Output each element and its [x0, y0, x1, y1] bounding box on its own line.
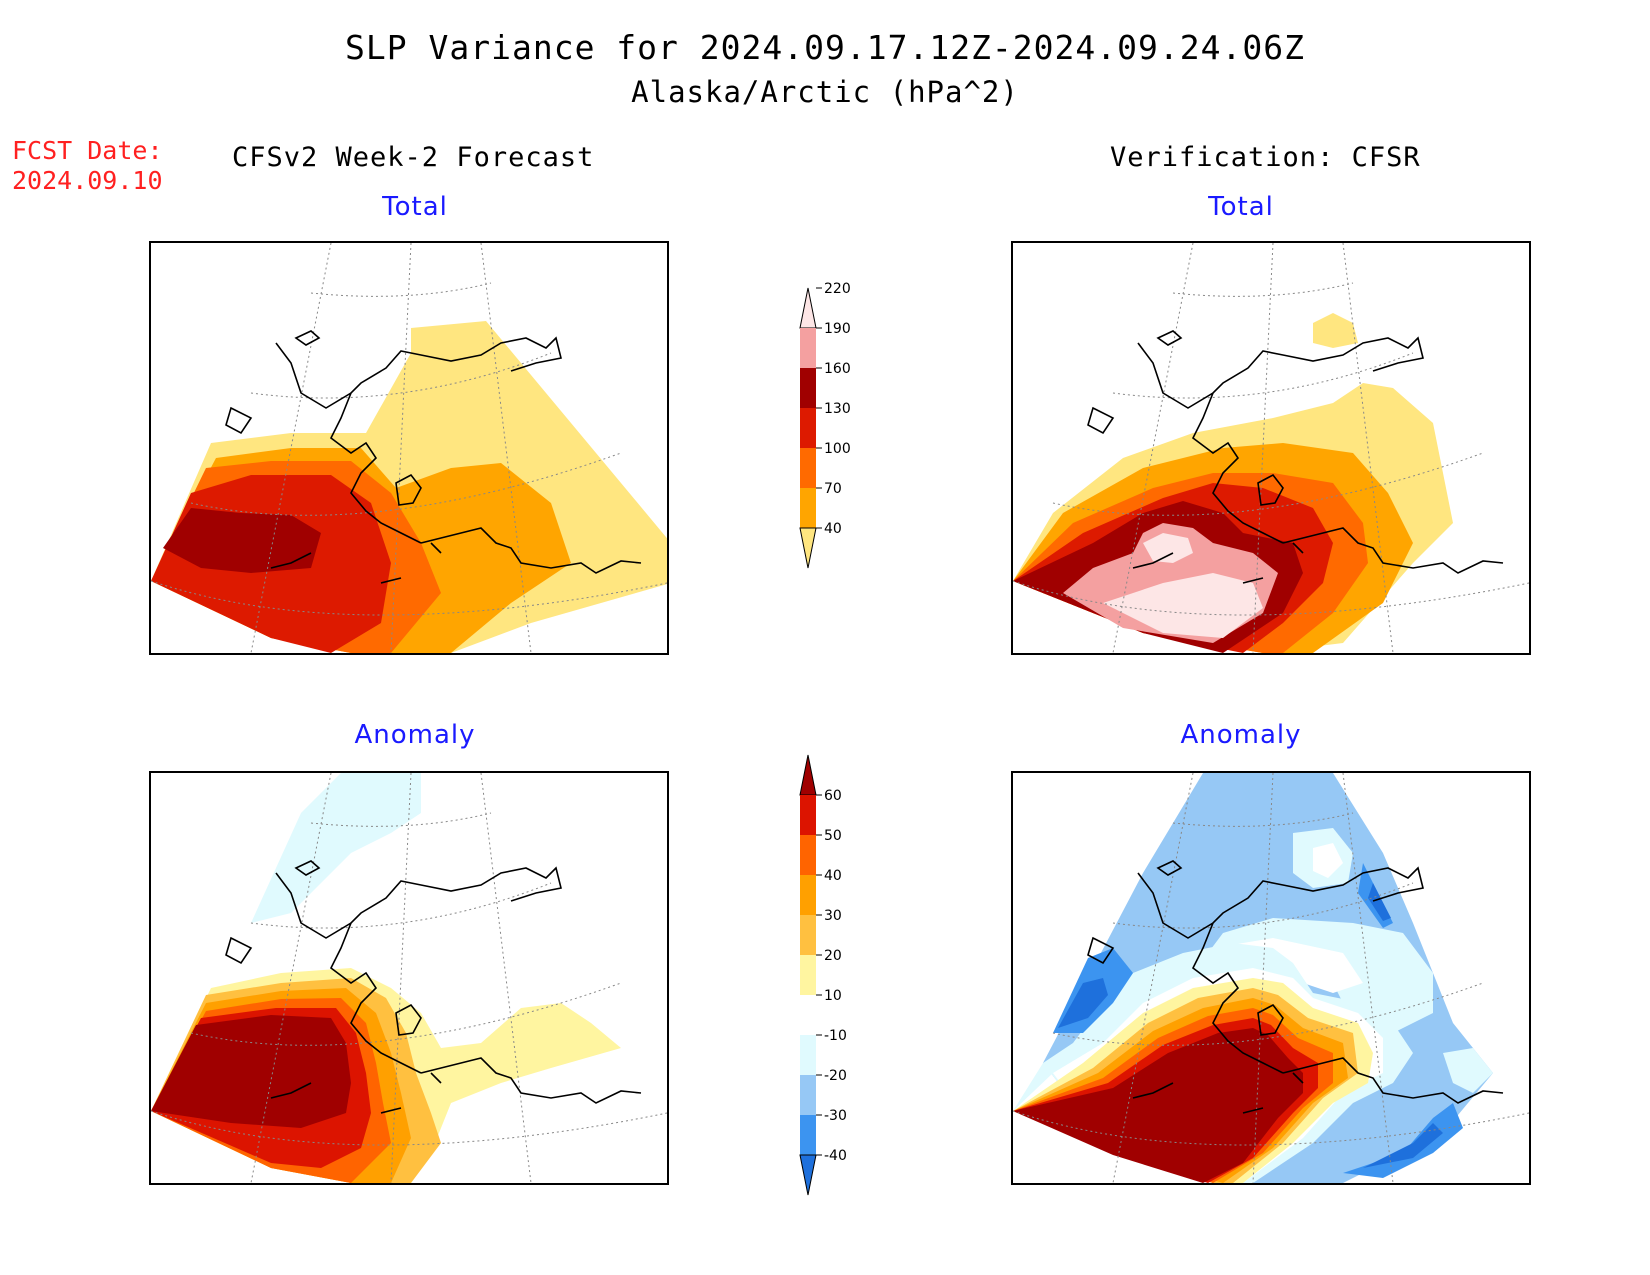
colorbar-segment	[800, 1115, 816, 1155]
column-header-verification: Verification: CFSR	[1110, 142, 1421, 173]
graticule-lines	[1013, 773, 1529, 1183]
colorbar-label: 160	[824, 361, 851, 377]
colorbar-label: 40	[824, 521, 842, 537]
colorbar-label: 100	[824, 441, 851, 457]
colorbar-segment	[800, 995, 816, 1035]
coastlines	[225, 860, 642, 1114]
colorbar-label: 60	[824, 788, 842, 804]
shading-verification-anomaly	[1013, 773, 1493, 1183]
graticule-lines	[151, 773, 667, 1183]
panel-subtitle-forecast-anomaly: Anomaly	[354, 720, 476, 750]
colorbar-label: 10	[824, 988, 842, 1004]
colorbar-segment	[800, 448, 816, 488]
forecast-date: FCST Date: 2024.09.10	[12, 136, 163, 196]
colorbar-segment	[800, 1075, 816, 1115]
panel-subtitle-forecast-total: Total	[382, 192, 448, 222]
colorbar-segment	[799, 287, 817, 329]
colorbar-segment	[800, 368, 816, 408]
map-verification-anomaly	[1011, 771, 1531, 1185]
colorbar-segment	[799, 754, 817, 796]
colorbar-segment	[800, 488, 816, 528]
panel-subtitle-verification-total: Total	[1208, 192, 1274, 222]
map-verification-total	[1011, 241, 1531, 655]
colorbar-segment	[800, 835, 816, 875]
colorbar-label: 30	[824, 908, 842, 924]
colorbar-segment	[800, 328, 816, 368]
colorbar-label: 40	[824, 868, 842, 884]
colorbar-label: 20	[824, 948, 842, 964]
panel-subtitle-verification-anomaly: Anomaly	[1180, 720, 1302, 750]
colorbar-label: -20	[824, 1068, 847, 1084]
colorbar-label: 190	[824, 321, 851, 337]
colorbar-segment	[799, 527, 817, 569]
shading-verification-total	[1013, 313, 1453, 653]
map-forecast-total	[149, 241, 669, 655]
shading-forecast-total	[151, 321, 667, 653]
colorbar-label: -10	[824, 1028, 847, 1044]
figure-subtitle: Alaska/Arctic (hPa^2)	[631, 75, 1019, 109]
colorbar-segment	[800, 875, 816, 915]
figure-title: SLP Variance for 2024.09.17.12Z-2024.09.…	[345, 28, 1305, 67]
colorbar-label: 220	[824, 281, 851, 297]
colorbar-anomaly: -40 -30 -20 -10 10 20 30 40 50 60	[799, 754, 847, 1196]
colorbar-total: 40 70 100 130 160 190 220	[799, 281, 851, 569]
colorbar-segment	[799, 1154, 817, 1196]
colorbar-segment	[800, 915, 816, 955]
colorbar-label: -30	[824, 1108, 847, 1124]
colorbar-label: 50	[824, 828, 842, 844]
colorbar-label: 130	[824, 401, 851, 417]
column-header-forecast: CFSv2 Week-2 Forecast	[232, 142, 595, 173]
map-forecast-anomaly	[149, 771, 669, 1185]
colorbar-segment	[800, 955, 816, 995]
colorbar-label: -40	[824, 1148, 847, 1164]
coastlines	[1087, 860, 1504, 1114]
graticule-lines	[151, 243, 667, 653]
coastlines	[1087, 330, 1504, 584]
colorbar-segment	[800, 795, 816, 835]
shading-forecast-anomaly	[151, 773, 621, 1183]
forecast-date-label: FCST Date:	[12, 136, 163, 165]
coastlines	[225, 330, 642, 584]
colorbar-label: 70	[824, 481, 842, 497]
forecast-date-value: 2024.09.10	[12, 166, 163, 195]
colorbar-segment	[800, 1035, 816, 1075]
colorbar-segment	[800, 408, 816, 448]
graticule-lines	[1013, 243, 1529, 653]
